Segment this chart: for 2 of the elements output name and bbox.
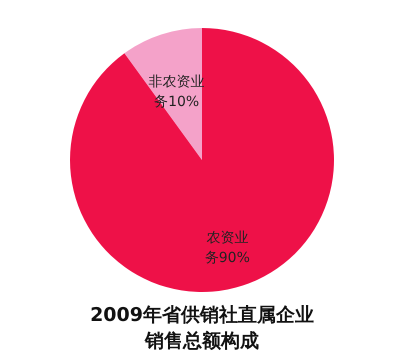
slice-label: 农资业务90% bbox=[204, 230, 250, 266]
text: 2009年省供销社直属企业销售总额构成 bbox=[90, 304, 314, 352]
